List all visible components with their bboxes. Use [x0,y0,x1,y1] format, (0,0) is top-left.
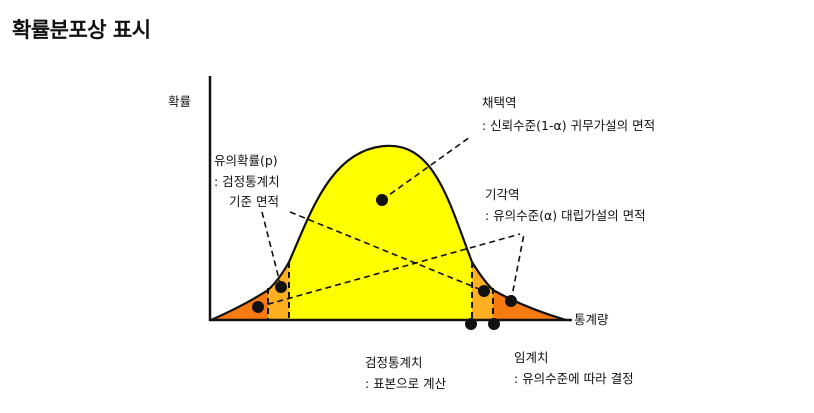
test-statistic-label: 검정통계치 [365,355,423,370]
acceptance-desc: : 신뢰수준(1-α) 귀무가설의 면적 [482,118,655,133]
rejection-label: 기각역 [485,187,520,202]
rejection-dot-right [505,295,517,307]
acceptance-dot [376,194,388,206]
y-axis-label: 확률 [168,94,191,109]
leader-rejection-right [510,233,525,302]
p-value-desc-2: 기준 면적 [229,194,279,209]
acceptance-region [289,145,472,320]
page-title: 확률분포상 표시 [12,18,151,42]
test-statistic-dot [465,318,477,330]
test-statistic-desc: : 표본으로 계산 [365,376,447,391]
critical-value-desc: : 유의수준에 따라 결정 [514,371,634,386]
p-value-dot-left [275,281,287,293]
rejection-desc: : 유의수준(α) 대립가설의 면적 [485,208,646,223]
critical-value-label: 임계치 [514,350,549,365]
rejection-dot-left [252,301,264,313]
leader-p-value-right [289,211,485,292]
right-tail-region [493,290,566,320]
leader-p-value-left [261,211,282,288]
p-value-dot-right [478,285,490,297]
leader-rejection-left [257,233,521,308]
leader-acceptance [381,136,471,201]
left-tail-region [211,290,268,320]
p-value-desc: : 검정통계치 [214,174,280,189]
acceptance-label: 채택역 [482,95,517,110]
critical-value-dot [488,318,500,330]
p-value-label: 유의확률(p) [214,153,278,168]
x-axis-label: 통계량 [574,312,609,327]
